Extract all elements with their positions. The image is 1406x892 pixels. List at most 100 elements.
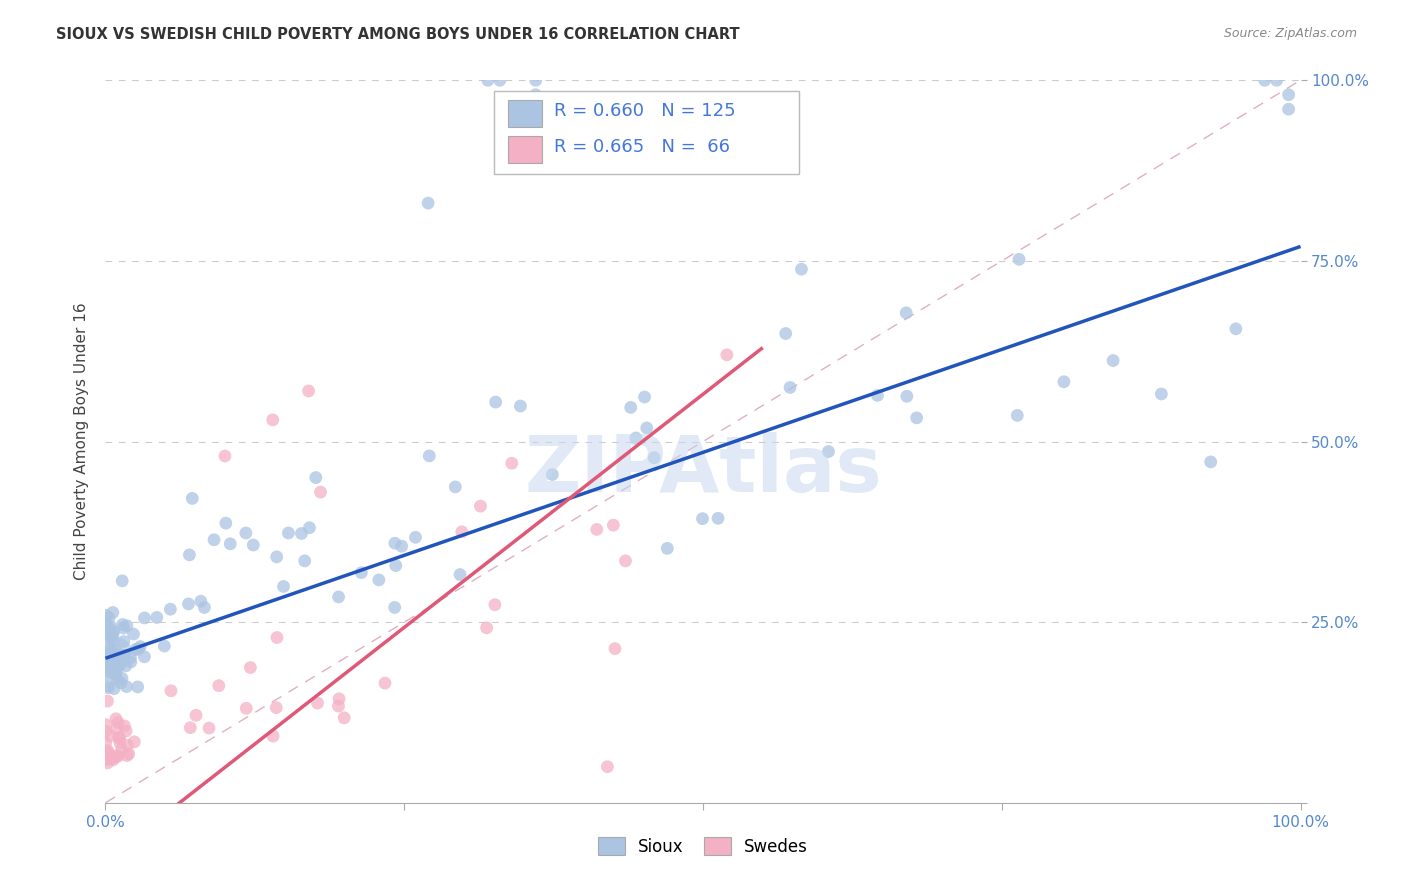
Point [405,530,427,544]
Point [97,749,120,764]
Point [98,629,121,643]
Point [190,594,212,608]
Point [485,395,508,409]
Point [1150,387,1173,401]
Point [104,642,127,657]
Point [107,715,129,730]
Point [97,756,120,770]
Point [96,747,118,761]
Point [179,721,201,735]
Point [643,450,665,465]
Point [277,526,299,541]
Point [541,467,564,482]
Point [134,649,156,664]
Point [97,681,120,695]
Point [374,676,396,690]
Point [115,723,138,738]
Point [235,526,257,541]
Point [1265,73,1288,87]
Point [160,683,183,698]
Point [1277,102,1299,116]
Point [775,326,797,341]
Point [100,620,122,634]
Point [111,617,134,632]
Text: R = 0.660   N = 125: R = 0.660 N = 125 [554,102,735,120]
Point [98,729,121,743]
Point [1053,375,1076,389]
Point [101,655,124,669]
Point [477,73,499,87]
Point [98,652,121,666]
Point [193,600,215,615]
Point [391,539,413,553]
Point [1007,409,1029,423]
Text: Source: ZipAtlas.com: Source: ZipAtlas.com [1223,27,1357,40]
Point [103,657,125,671]
Point [328,590,350,604]
Point [127,642,149,657]
Point [513,95,536,109]
Point [524,73,547,87]
Point [122,627,145,641]
Point [614,554,637,568]
Point [177,597,200,611]
Point [98,665,121,679]
Point [475,621,498,635]
Point [184,708,207,723]
Point [124,735,146,749]
Point [108,736,131,750]
Point [111,574,134,588]
Point [298,384,321,398]
Point [97,611,120,625]
Point [266,549,288,564]
Point [657,541,679,556]
Point [129,640,152,654]
Point [290,526,312,541]
Point [111,671,134,685]
Point [110,648,132,662]
Point [96,679,118,693]
Point [98,622,121,636]
Point [94,749,117,764]
Point [707,511,730,525]
Point [153,639,176,653]
Point [97,751,120,765]
Point [159,602,181,616]
Point [1254,73,1277,87]
Point [105,665,128,680]
Point [117,738,139,752]
Point [101,634,124,648]
Point [103,681,125,696]
Point [501,456,523,470]
Point [107,731,129,745]
Point [103,650,125,665]
Point [97,638,120,652]
Point [585,523,607,537]
Point [790,262,813,277]
Point [307,696,329,710]
Point [624,431,647,445]
Point [1199,455,1222,469]
Point [94,667,117,681]
Point [96,661,118,675]
Point [214,449,236,463]
Point [134,611,156,625]
Point [104,661,127,675]
Point [866,388,889,402]
Point [262,413,284,427]
Point [1277,87,1299,102]
Point [103,750,125,764]
Point [112,621,135,635]
Text: ZIPAtlas: ZIPAtlas [524,433,882,508]
Point [98,650,121,665]
Point [101,753,124,767]
Point [108,659,131,673]
Point [108,731,131,746]
Point [107,673,129,687]
Point [620,401,643,415]
Point [596,760,619,774]
Point [896,389,918,403]
Point [489,73,512,87]
Point [470,499,492,513]
Point [100,645,122,659]
